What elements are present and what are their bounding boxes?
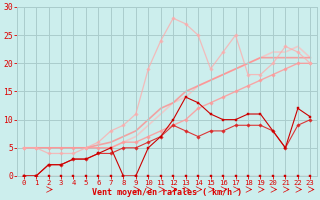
X-axis label: Vent moyen/en rafales ( km/h ): Vent moyen/en rafales ( km/h ): [92, 188, 242, 197]
